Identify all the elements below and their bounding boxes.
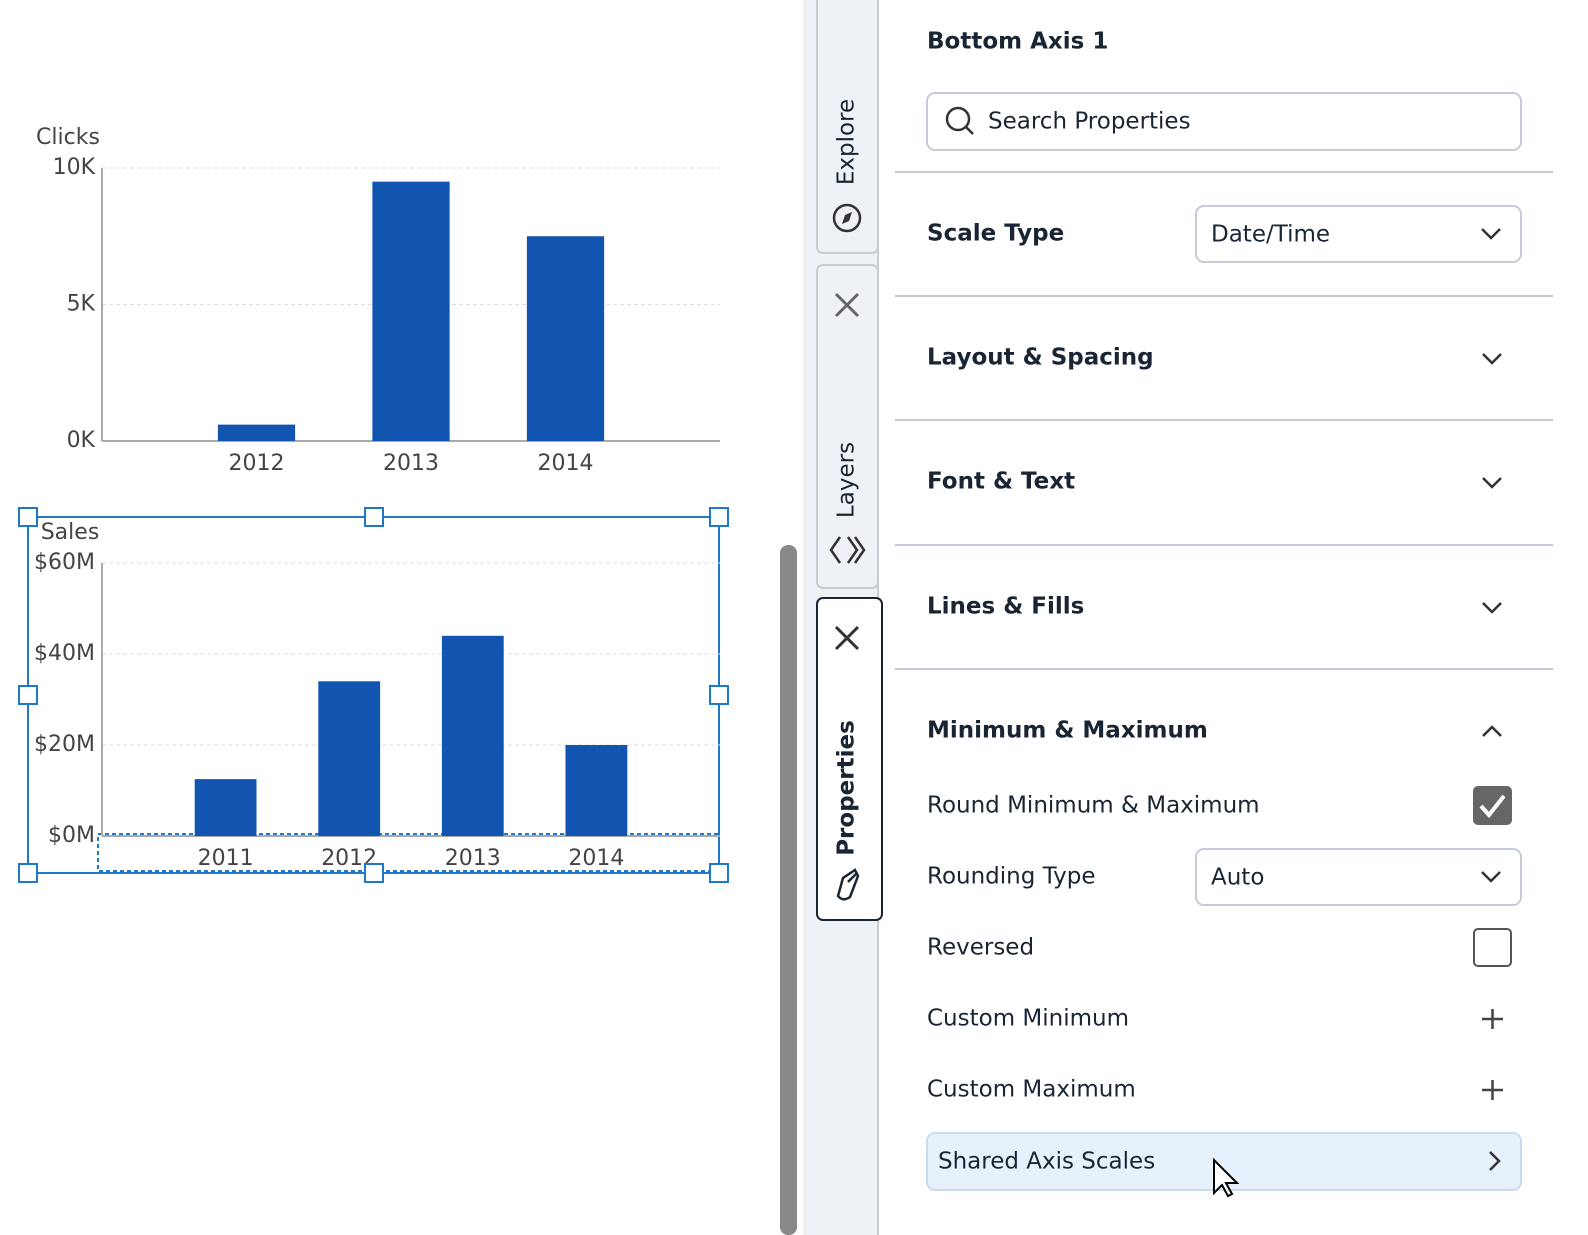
resize-handle[interactable]	[364, 863, 384, 883]
section-header[interactable]: Font & Text	[927, 469, 1075, 495]
bar[interactable]	[217, 424, 296, 441]
dropdown-value: Auto	[1211, 865, 1264, 891]
y-tick-label: $20M	[34, 732, 95, 757]
y-tick-label: 5K	[67, 292, 96, 317]
tab-frame	[816, 264, 879, 589]
dropdown[interactable]	[1195, 205, 1522, 263]
bar[interactable]	[441, 635, 504, 836]
x-tick-label: 2012	[229, 451, 285, 476]
add-icon[interactable]	[1482, 1080, 1503, 1100]
cursor	[1213, 1157, 1240, 1198]
x-tick-label: 2011	[198, 846, 254, 871]
property-label: Custom Maximum	[927, 1077, 1136, 1103]
compass-icon	[832, 203, 862, 233]
search-icon	[945, 106, 971, 132]
search-box[interactable]	[926, 92, 1522, 151]
chevron	[1481, 871, 1501, 883]
add-icon[interactable]	[1482, 1009, 1503, 1029]
close-icon[interactable]	[834, 625, 860, 651]
resize-handle[interactable]	[364, 507, 384, 527]
axis-selection	[97, 833, 720, 872]
resize-handle[interactable]	[18, 507, 38, 527]
section-header[interactable]: Minimum & Maximum	[927, 718, 1208, 744]
x-tick-label: 2014	[538, 451, 594, 476]
checkbox[interactable]	[1473, 928, 1512, 967]
close-icon[interactable]	[834, 292, 860, 318]
chevron	[1482, 602, 1502, 614]
y-tick-label: 10K	[53, 155, 96, 180]
resize-handle[interactable]	[709, 507, 729, 527]
compass-needle	[842, 212, 852, 224]
bar[interactable]	[526, 236, 605, 441]
tab-properties[interactable]: Properties	[816, 597, 883, 921]
resize-handle[interactable]	[18, 685, 38, 705]
chevron	[1482, 353, 1502, 365]
bar[interactable]	[372, 181, 450, 441]
checkbox[interactable]	[1473, 786, 1512, 825]
tab-label: Layers	[834, 442, 860, 518]
brush-icon	[836, 868, 860, 901]
chevron	[1489, 1151, 1501, 1171]
tab-explore[interactable]: Explore	[816, 0, 879, 254]
property-label: Scale Type	[927, 221, 1064, 247]
panel-title: Bottom Axis 1	[927, 29, 1108, 55]
dropdown-value: Date/Time	[1211, 222, 1330, 248]
tab-frame	[816, 597, 883, 921]
property-label: Reversed	[927, 935, 1034, 961]
button-label: Shared Axis Scales	[938, 1149, 1155, 1175]
bar[interactable]	[194, 779, 257, 836]
bar[interactable]	[318, 681, 381, 836]
dropdown[interactable]	[1195, 848, 1522, 906]
resize-handle[interactable]	[709, 863, 729, 883]
resize-handle[interactable]	[18, 863, 38, 883]
property-label: Custom Minimum	[927, 1006, 1129, 1032]
chevron	[1482, 477, 1502, 489]
x-tick-label: 2013	[445, 846, 501, 871]
x-tick-label: 2013	[383, 451, 439, 476]
y-tick-label: $40M	[34, 641, 95, 666]
tab-label: Explore	[834, 99, 860, 185]
axis-title: Clicks	[36, 125, 100, 150]
layers-icon	[829, 536, 866, 564]
axis-title: Sales	[41, 520, 100, 545]
checkmark	[1479, 794, 1506, 819]
x-tick-label: 2014	[568, 846, 624, 871]
property-label: Round Minimum & Maximum	[927, 793, 1260, 819]
chevron	[1482, 725, 1502, 737]
tab-frame	[816, 0, 879, 254]
y-tick-label: $60M	[34, 550, 95, 575]
section-header[interactable]: Layout & Spacing	[927, 345, 1154, 371]
property-label: Rounding Type	[927, 864, 1095, 890]
resize-handle[interactable]	[709, 685, 729, 705]
y-tick-label: 0K	[67, 428, 96, 453]
search-icon	[965, 126, 974, 135]
chevron	[1481, 228, 1501, 240]
tab-layers[interactable]: Layers	[816, 264, 879, 589]
scrollbar[interactable]	[780, 545, 797, 1235]
section-header[interactable]: Lines & Fills	[927, 594, 1084, 620]
y-tick-label: $0M	[48, 823, 95, 848]
tab-label: Properties	[834, 720, 860, 856]
bar[interactable]	[565, 745, 628, 836]
search-placeholder: Search Properties	[988, 109, 1191, 135]
